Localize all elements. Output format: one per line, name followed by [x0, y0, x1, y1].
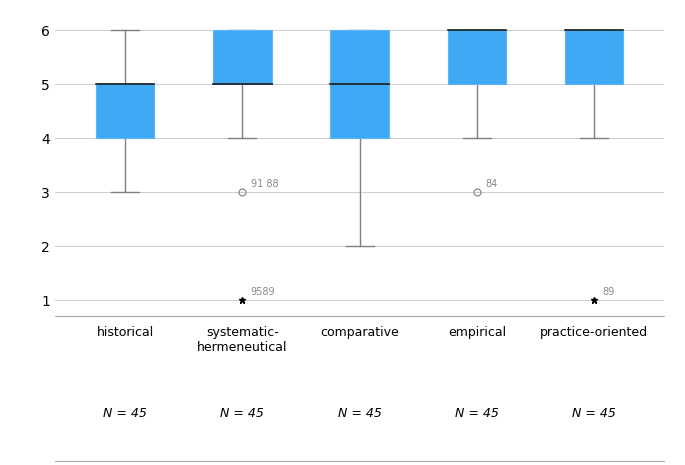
Text: N = 45: N = 45: [455, 407, 499, 420]
Text: N = 45: N = 45: [221, 407, 264, 420]
Text: 89: 89: [602, 287, 614, 297]
Text: 9589: 9589: [251, 287, 275, 297]
FancyBboxPatch shape: [96, 84, 154, 138]
Text: N = 45: N = 45: [338, 407, 382, 420]
Text: 91 88: 91 88: [251, 179, 278, 189]
FancyBboxPatch shape: [330, 30, 389, 138]
Text: N = 45: N = 45: [572, 407, 616, 420]
FancyBboxPatch shape: [447, 30, 506, 84]
Text: 84: 84: [485, 179, 497, 189]
FancyBboxPatch shape: [565, 30, 623, 84]
Text: N = 45: N = 45: [103, 407, 147, 420]
FancyBboxPatch shape: [213, 30, 272, 84]
